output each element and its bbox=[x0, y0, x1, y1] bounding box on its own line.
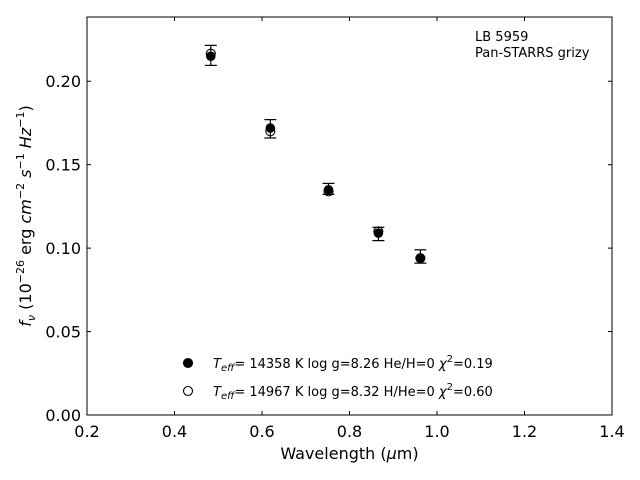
x-tick-label: 1.0 bbox=[424, 422, 449, 441]
y-title-exp3: −1 bbox=[14, 153, 27, 169]
axes: 0.2 0.4 0.6 0.8 1.0 1.2 1.4 0.00 0.05 0.10 0.15 0.2… bbox=[14, 16, 625, 463]
y-tick-label: 0.15 bbox=[45, 156, 81, 175]
y-title-cm: cm bbox=[16, 199, 35, 223]
x-tick-label: 0.8 bbox=[337, 422, 362, 441]
legend: Teff= 14358 K log g=8.26 He/H=0 χ2=0.19T… bbox=[182, 354, 493, 402]
legend-entry: Teff= 14967 K log g=8.32 H/He=0 χ2=0.60 bbox=[213, 382, 493, 402]
x-tick-label: 1.4 bbox=[599, 422, 624, 441]
annotation-line: LB 5959 bbox=[475, 30, 528, 45]
model-point-filled bbox=[373, 228, 384, 238]
y-title-hz: Hz bbox=[16, 127, 35, 153]
legend-chi-value: =0.19 bbox=[453, 357, 493, 372]
legend-teff-sub: eff bbox=[221, 363, 236, 374]
x-axis-title-mu: μ bbox=[386, 444, 397, 463]
legend-chi: χ bbox=[438, 357, 448, 372]
x-axis-title-text: Wavelength ( bbox=[280, 444, 386, 463]
y-tick-label: 0.05 bbox=[45, 323, 81, 342]
data-marks bbox=[204, 44, 427, 264]
model-point-filled bbox=[415, 253, 426, 263]
y-title-nu: ν bbox=[25, 315, 38, 321]
legend-teff-sub: eff bbox=[221, 391, 236, 402]
legend-chi: χ bbox=[438, 385, 448, 400]
model-point-filled bbox=[323, 184, 334, 195]
y-title-s: s bbox=[16, 170, 35, 183]
y-title-f: f bbox=[16, 319, 35, 327]
y-title-erg: erg bbox=[16, 224, 35, 260]
legend-params: = 14358 K log g=8.26 He/H=0 bbox=[234, 357, 439, 372]
model-point-filled bbox=[265, 123, 276, 133]
y-title-close: ) bbox=[16, 105, 35, 111]
y-title-exp2: −2 bbox=[14, 183, 27, 199]
legend-marker-filled bbox=[182, 357, 194, 369]
x-axis-title: Wavelength (μm) bbox=[280, 444, 418, 463]
legend-chi-sup: 2 bbox=[447, 382, 453, 393]
legend-teff-T: T bbox=[213, 357, 222, 372]
legend-entry: Teff= 14358 K log g=8.26 He/H=0 χ2=0.19 bbox=[213, 354, 493, 374]
model-point-filled bbox=[206, 51, 216, 61]
y-title-exp4: −1 bbox=[14, 112, 27, 128]
x-tick-label: 0.2 bbox=[74, 422, 99, 441]
plot-frame bbox=[86, 16, 613, 416]
annotation-line: Pan-STARRS grizy bbox=[475, 46, 590, 61]
x-tick-label: 0.6 bbox=[249, 422, 274, 441]
x-tick-label: 0.4 bbox=[162, 422, 187, 441]
y-tick-label: 0.10 bbox=[45, 239, 81, 258]
y-tick-label: 0.20 bbox=[45, 72, 81, 91]
y-tick-label: 0.00 bbox=[45, 406, 81, 425]
y-title-exp1: −26 bbox=[14, 260, 27, 283]
y-axis-title: fν (10−26 erg cm−2 s−1 Hz−1) bbox=[14, 105, 38, 326]
legend-marker-open bbox=[182, 385, 194, 397]
legend-chi-value: =0.60 bbox=[453, 385, 493, 400]
legend-teff-T: T bbox=[213, 385, 222, 400]
x-tick-label: 1.2 bbox=[512, 422, 537, 441]
legend-params: = 14967 K log g=8.32 H/He=0 bbox=[234, 385, 439, 400]
y-title-open: (10 bbox=[16, 283, 35, 315]
x-axis-title-unit: m) bbox=[397, 444, 419, 463]
legend-chi-sup: 2 bbox=[447, 354, 453, 365]
